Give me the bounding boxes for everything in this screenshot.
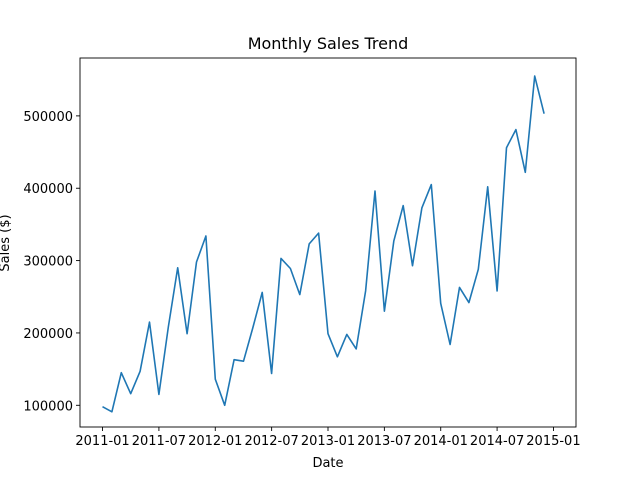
y-tick-label: 100000 (23, 399, 73, 414)
x-tick-label: 2014-01 (414, 434, 468, 449)
x-tick-label: 2011-01 (75, 434, 129, 449)
y-axis-label: Sales ($) (0, 214, 13, 271)
chart-title: Monthly Sales Trend (248, 34, 409, 53)
x-tick-label: 2013-01 (301, 434, 355, 449)
x-tick-label: 2011-07 (132, 434, 186, 449)
x-tick-label: 2013-07 (357, 434, 411, 449)
sales-series-line (102, 75, 545, 413)
y-tick-label: 500000 (23, 110, 73, 125)
plot-area: 2011-01 2011-07 2012-01 2012-07 2013-01 2013-… (23, 57, 581, 449)
y-tick-label: 300000 (23, 255, 73, 270)
x-tick-label: 2012-07 (244, 434, 298, 449)
x-tick-label: 2015-01 (526, 434, 580, 449)
y-tick-label: 200000 (23, 327, 73, 342)
x-tick-label: 2012-01 (188, 434, 242, 449)
y-tick-label: 400000 (23, 182, 73, 197)
x-axis-label: Date (312, 456, 343, 471)
x-tick-label: 2014-07 (470, 434, 524, 449)
